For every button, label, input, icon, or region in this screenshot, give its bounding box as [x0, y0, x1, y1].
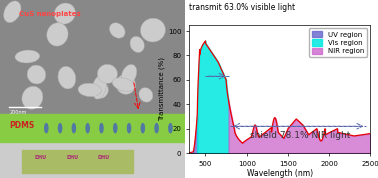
Ellipse shape — [4, 1, 21, 23]
Ellipse shape — [58, 123, 62, 134]
Ellipse shape — [141, 18, 166, 42]
Ellipse shape — [15, 50, 40, 63]
Ellipse shape — [85, 123, 90, 134]
Text: transmit 63.0% visible light: transmit 63.0% visible light — [189, 3, 295, 12]
Ellipse shape — [112, 78, 135, 91]
Ellipse shape — [22, 86, 43, 109]
Text: 200nm: 200nm — [9, 110, 26, 115]
Ellipse shape — [154, 123, 159, 134]
Text: CuS nanoplates: CuS nanoplates — [19, 11, 80, 17]
Text: PDMS: PDMS — [9, 121, 34, 130]
Ellipse shape — [44, 123, 49, 134]
Ellipse shape — [54, 3, 75, 24]
Ellipse shape — [168, 123, 173, 134]
Text: DHU: DHU — [66, 155, 78, 160]
Y-axis label: Transmittance (%): Transmittance (%) — [159, 57, 165, 121]
Ellipse shape — [139, 88, 153, 102]
Ellipse shape — [113, 123, 118, 134]
Ellipse shape — [98, 64, 118, 83]
Legend: UV region, Vis region, NIR region: UV region, Vis region, NIR region — [309, 28, 367, 57]
Ellipse shape — [91, 82, 108, 99]
Ellipse shape — [110, 23, 125, 38]
Ellipse shape — [127, 123, 131, 134]
Ellipse shape — [47, 23, 68, 46]
Ellipse shape — [121, 64, 137, 85]
Ellipse shape — [78, 83, 101, 97]
Ellipse shape — [141, 123, 145, 134]
Text: DHU: DHU — [98, 155, 110, 160]
Ellipse shape — [92, 75, 107, 99]
Ellipse shape — [99, 123, 104, 134]
Ellipse shape — [27, 65, 46, 84]
Ellipse shape — [71, 123, 76, 134]
Ellipse shape — [130, 36, 144, 53]
Text: shield 78.1% NIR light: shield 78.1% NIR light — [250, 131, 350, 140]
X-axis label: Wavelength (nm): Wavelength (nm) — [247, 169, 313, 178]
Ellipse shape — [58, 66, 76, 89]
Ellipse shape — [116, 75, 135, 94]
Text: DHU: DHU — [35, 155, 47, 160]
